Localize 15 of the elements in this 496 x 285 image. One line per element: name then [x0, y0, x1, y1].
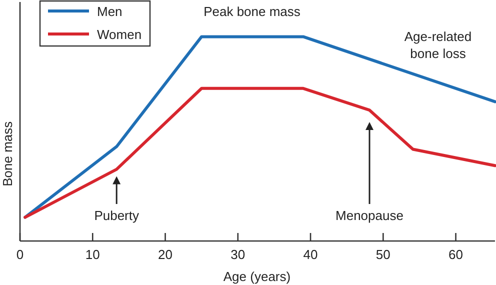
legend-label: Women — [97, 27, 142, 42]
y-axis-title: Bone mass — [0, 120, 15, 186]
text: Peak bone mass — [204, 4, 301, 19]
x-tick-label: 20 — [158, 247, 172, 262]
x-tick-label: 10 — [85, 247, 100, 262]
x-tick-label: 40 — [303, 247, 318, 262]
x-axis-title: Age (years) — [223, 269, 291, 284]
legend-label: Men — [97, 4, 122, 19]
annotation: Age-related bone loss — [404, 29, 472, 61]
x-tick-label: 0 — [16, 247, 24, 262]
annotation: Puberty — [94, 208, 140, 223]
annotation: Menopause — [336, 208, 404, 223]
x-tick-label: 50 — [376, 247, 390, 262]
x-tick-label: 60 — [448, 247, 464, 262]
x-tick-label: 30 — [230, 247, 246, 262]
